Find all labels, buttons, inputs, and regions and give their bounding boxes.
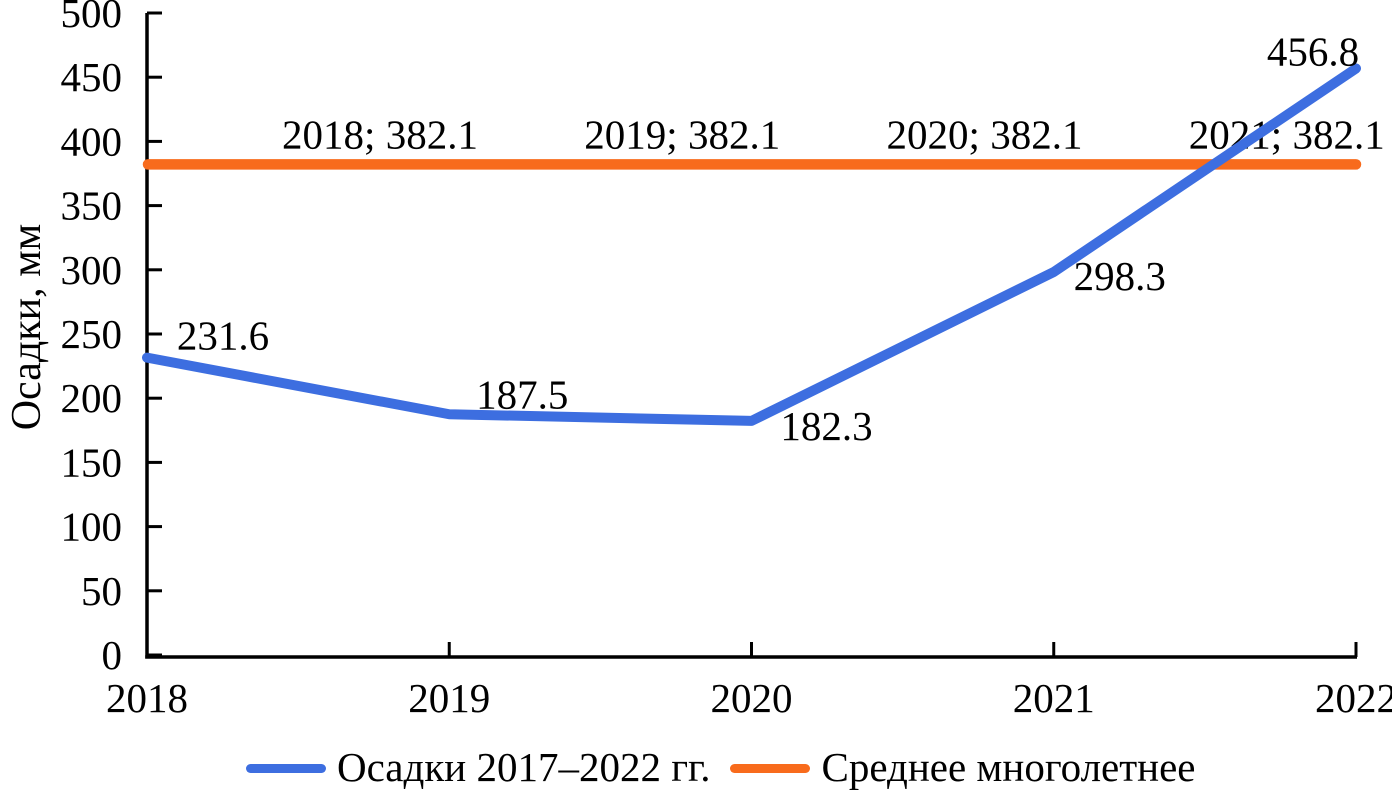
y-tick-label: 100 [61, 504, 123, 550]
legend-label-mean: Среднее многолетнее [821, 744, 1196, 790]
precipitation-point-label: 298.3 [1074, 253, 1166, 299]
legend-item-mean: Среднее многолетнее [730, 743, 1196, 791]
x-tick-label: 2021 [1013, 675, 1095, 721]
y-tick-label: 300 [61, 247, 123, 293]
y-tick-label: 500 [61, 0, 123, 36]
x-tick-label: 2018 [106, 675, 188, 721]
y-axis-title: Осадки, мм [4, 223, 50, 431]
mean-point-label: 2019; 382.1 [584, 111, 780, 157]
y-tick-label: 200 [61, 375, 123, 421]
precipitation-line [142, 63, 1361, 426]
precipitation-point-label: 182.3 [780, 403, 872, 449]
legend-label-precipitation: Осадки 2017–2022 гг. [337, 744, 711, 790]
precipitation-point-label: 456.8 [1267, 28, 1359, 74]
y-tick-label: 150 [61, 439, 123, 485]
legend-line-swatch-precipitation [246, 764, 326, 773]
y-tick-label: 250 [61, 311, 123, 357]
legend-item-precipitation: Осадки 2017–2022 гг. [246, 743, 710, 791]
legend-line-swatch-mean [730, 764, 811, 773]
y-tick-label: 350 [61, 183, 123, 229]
x-tick-label: 2022 [1315, 675, 1392, 721]
y-tick-label: 400 [61, 118, 123, 164]
x-tick-label: 2020 [711, 675, 793, 721]
x-tick-label: 2019 [408, 675, 490, 721]
precipitation-point-label: 231.6 [177, 313, 269, 359]
y-tick-label: 50 [81, 568, 122, 614]
y-tick-label: 450 [61, 54, 123, 100]
chart-legend: Осадки 2017–2022 гг. Среднее многолетнее [246, 743, 1196, 791]
precipitation-point-label: 187.5 [476, 371, 568, 417]
mean-point-label: 2018; 382.1 [282, 111, 478, 157]
y-tick-label: 0 [102, 632, 123, 678]
mean-point-label: 2020; 382.1 [887, 111, 1083, 157]
